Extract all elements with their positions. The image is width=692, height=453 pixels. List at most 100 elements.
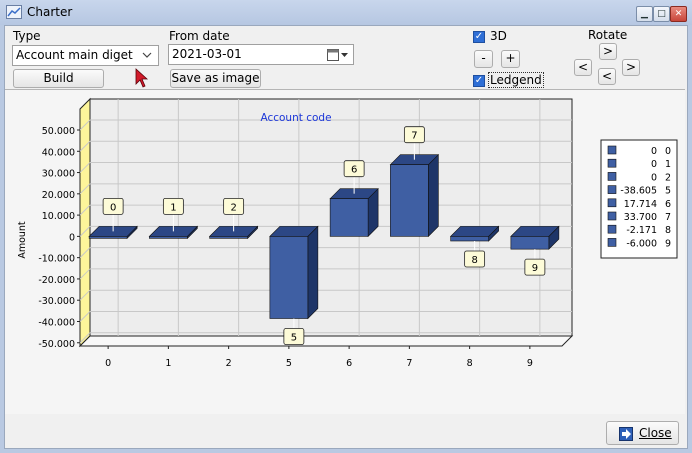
type-select-value: Account main diget	[16, 48, 133, 62]
legend-key: 2	[665, 172, 671, 183]
grid-line-y-side	[79, 247, 91, 259]
build-button[interactable]: Build	[13, 69, 104, 88]
legend-swatch	[607, 211, 617, 221]
from-date-value: 2021-03-01	[172, 47, 242, 61]
y-tick-label: 10.000	[42, 211, 75, 222]
data-label: 7	[411, 131, 417, 142]
data-label-box	[524, 258, 546, 276]
bar-front	[88, 236, 128, 239]
save-as-image-button[interactable]: Save as image	[170, 69, 261, 88]
legend-swatch	[607, 238, 617, 247]
data-label: 2	[230, 202, 236, 213]
legend-key: 8	[665, 225, 671, 236]
x-tick-label: 8	[467, 358, 473, 369]
chart-panel: 50.000 40.000 30.000 20.000 10.000 0 -10.000 -2…	[5, 89, 685, 416]
from-date-label: From date	[169, 29, 230, 43]
close-button[interactable]: Close	[606, 421, 679, 445]
data-label-box	[162, 197, 184, 215]
bar-chart: 50.000 40.000 30.000 20.000 10.000 0 -10.000 -2…	[17, 97, 678, 369]
legend-swatch	[607, 172, 617, 181]
bar-5	[269, 225, 319, 320]
maximize-button[interactable]: □	[653, 6, 670, 22]
rotate-down-button[interactable]: <	[598, 68, 616, 85]
legend-key: 9	[665, 238, 671, 249]
legend-value: 0	[651, 146, 657, 157]
rotate-label: Rotate	[588, 28, 628, 42]
calendar-dropdown-icon[interactable]	[327, 49, 349, 61]
y-tick-label: -50.000	[38, 339, 75, 350]
3d-checkbox[interactable]: ✓	[473, 31, 485, 43]
y-tick-label: 30.000	[42, 169, 75, 180]
legend-key: 6	[665, 199, 671, 210]
bar-8	[449, 225, 500, 242]
data-label: 9	[532, 263, 538, 274]
minimize-button[interactable]: ▁	[636, 6, 653, 22]
zoom-plus-button[interactable]: +	[501, 50, 520, 68]
x-tick-label: 0	[105, 358, 111, 369]
bar-front	[269, 236, 309, 319]
y-tick-label: -30.000	[38, 296, 75, 307]
bar-front	[510, 236, 550, 250]
y-tick-label: 0	[69, 232, 75, 243]
bar-6	[329, 187, 379, 238]
y-tick-label: -40.000	[38, 317, 75, 328]
data-label-box	[403, 126, 425, 144]
grid-line-y-side	[79, 162, 91, 173]
x-tick-label: 2	[226, 358, 232, 369]
x-tick-label: 7	[406, 358, 412, 369]
bar-7	[389, 153, 440, 238]
legend-value: -2.171	[626, 225, 657, 236]
rotate-up-button[interactable]: >	[599, 43, 617, 60]
type-select[interactable]: Account main diget	[12, 45, 159, 66]
legend-swatch	[607, 145, 617, 155]
zoom-minus-button[interactable]: -	[474, 50, 493, 68]
legend-label: Ledgend	[488, 72, 544, 88]
data-label: 8	[471, 255, 477, 266]
data-label-box	[343, 160, 365, 178]
rotate-left-button[interactable]: <	[574, 59, 592, 76]
data-label: 6	[351, 165, 357, 176]
3d-label: 3D	[490, 29, 507, 43]
bar-side	[307, 225, 319, 320]
maximize-icon: □	[657, 9, 666, 19]
grid-line-y-side	[79, 289, 91, 301]
grid-line-y-side	[79, 119, 91, 131]
grid-line-y-side	[79, 183, 91, 195]
grid-line-y-side	[79, 268, 91, 280]
rotate-right-button[interactable]: >	[622, 59, 640, 76]
close-window-button[interactable]: ✕	[670, 6, 687, 22]
data-label-box	[283, 328, 305, 345]
legend-swatch	[607, 224, 617, 234]
x-tick-label: 9	[527, 358, 533, 369]
chart-title: Account code	[260, 112, 331, 124]
close-icon: ✕	[674, 9, 683, 19]
data-label: 5	[291, 333, 297, 344]
legend-value: 33.700	[624, 212, 657, 223]
window-title: Charter	[27, 5, 73, 19]
x-tick-label: 6	[346, 358, 352, 369]
data-label-box	[102, 197, 124, 215]
y-axis-label: Amount	[17, 221, 28, 259]
grid-line-y-side	[79, 140, 91, 152]
legend-key: 5	[665, 186, 671, 197]
close-button-label: Close	[639, 426, 672, 440]
bar-side	[428, 153, 439, 238]
legend-value: -38.605	[620, 186, 657, 197]
bar-front	[329, 198, 369, 237]
legend-key: 0	[665, 146, 671, 157]
legend-value: 0	[651, 159, 657, 170]
bar-9	[510, 225, 560, 250]
chart-back-wall	[89, 98, 573, 337]
exit-icon	[619, 427, 633, 441]
from-date-picker[interactable]: 2021-03-01	[168, 44, 354, 65]
data-label: 1	[170, 202, 176, 213]
footer-bar	[5, 414, 687, 448]
mouse-cursor-icon	[135, 68, 149, 88]
legend-checkbox[interactable]: ✓	[473, 75, 485, 87]
grid-line-y-side	[79, 332, 91, 344]
title-bar[interactable]: Charter ▁ □ ✕	[0, 0, 692, 25]
bar-front	[149, 236, 188, 239]
bar-front	[450, 236, 489, 242]
legend-swatch	[607, 198, 617, 208]
